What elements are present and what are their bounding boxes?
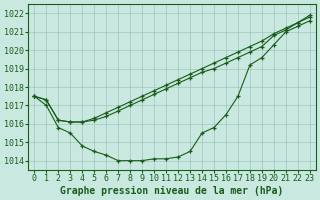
X-axis label: Graphe pression niveau de la mer (hPa): Graphe pression niveau de la mer (hPa) bbox=[60, 186, 284, 196]
